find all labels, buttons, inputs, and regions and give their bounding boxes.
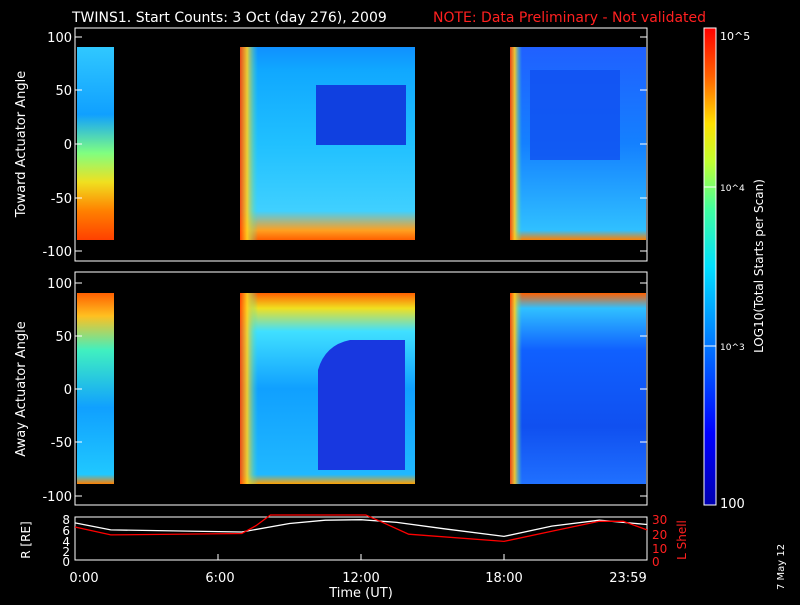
lshell-tick-label: 30 — [652, 513, 667, 527]
toward-y-ticks — [75, 36, 647, 252]
toward-ytick-label: -100 — [42, 245, 72, 260]
away-block-2-onset — [240, 293, 258, 484]
colorbar-tick: 10^3 — [720, 343, 745, 353]
toward-ytick-label: -50 — [51, 192, 72, 207]
orbit-x-ticks — [74, 554, 648, 560]
r-tick-label: 4 — [62, 535, 70, 549]
preliminary-note: NOTE: Data Preliminary - Not validated — [433, 10, 706, 26]
colorbar: 10^5 10^4 10^3 100 LOG10(Total Starts pe… — [703, 27, 766, 512]
away-data-block-3 — [510, 293, 646, 484]
away-ylabel: Away Actuator Angle — [14, 321, 29, 456]
date-stamp: 7 May 12 — [776, 544, 787, 590]
toward-ytick-label: 100 — [47, 31, 72, 46]
away-ytick-label: 0 — [64, 383, 72, 398]
toward-panel: 100 50 0 -50 -100 Toward Actuator Angle — [14, 27, 648, 262]
toward-ylabel: Toward Actuator Angle — [14, 71, 29, 218]
colorbar-tick: 10^5 — [720, 30, 750, 43]
lshell-series-line — [74, 514, 648, 543]
away-block-3-onset — [510, 293, 522, 484]
x-axis-label: Time (UT) — [328, 586, 393, 600]
orbit-panel: 8 6 4 2 0 30 20 10 0 R [RE] L Shell 0:00… — [19, 513, 689, 601]
toward-low-count-region — [316, 85, 406, 145]
colorbar-tick: 10^4 — [720, 184, 745, 194]
x-tick-label: 0:00 — [69, 571, 98, 586]
lshell-tick-label: 20 — [652, 528, 667, 542]
lshell-tick-label: 10 — [652, 542, 667, 556]
toward-block-3-low-region — [530, 70, 620, 160]
toward-block-3-onset — [510, 47, 522, 240]
away-ytick-label: -100 — [42, 490, 72, 505]
figure-title: TWINS1. Start Counts: 3 Oct (day 276), 2… — [71, 10, 387, 26]
away-low-count-region — [318, 340, 405, 470]
away-panel: 100 50 0 -50 -100 Away Actuator Angle — [14, 271, 648, 506]
away-ytick-label: 50 — [55, 330, 72, 345]
x-tick-label: 12:00 — [342, 571, 379, 586]
lshell-tick-label: 0 — [652, 555, 660, 569]
toward-data-block-1 — [77, 47, 114, 240]
orbit-ylabel-right: L Shell — [675, 520, 689, 560]
away-y-ticks — [75, 282, 647, 497]
x-tick-label: 23:59 — [609, 571, 646, 586]
toward-block-2-onset — [240, 47, 258, 240]
x-tick-label: 18:00 — [485, 571, 522, 586]
r-tick-label: 2 — [62, 545, 70, 559]
toward-ytick-label: 50 — [55, 84, 72, 99]
colorbar-label: LOG10(Total Starts per Scan) — [752, 179, 766, 353]
r-tick-label: 6 — [62, 524, 70, 538]
away-ytick-label: 100 — [47, 277, 72, 292]
orbit-ylabel-left: R [RE] — [19, 521, 33, 558]
x-tick-label: 6:00 — [205, 571, 234, 586]
away-ytick-label: -50 — [51, 436, 72, 451]
orbit-series-group — [74, 514, 648, 543]
r-tick-label: 0 — [62, 555, 70, 569]
colorbar-tick: 100 — [720, 497, 745, 512]
colorbar-gradient — [703, 27, 717, 506]
toward-ytick-label: 0 — [64, 138, 72, 153]
orbit-axes-frame — [74, 516, 648, 561]
away-data-block-1 — [77, 293, 114, 484]
r-tick-label: 8 — [62, 513, 70, 527]
